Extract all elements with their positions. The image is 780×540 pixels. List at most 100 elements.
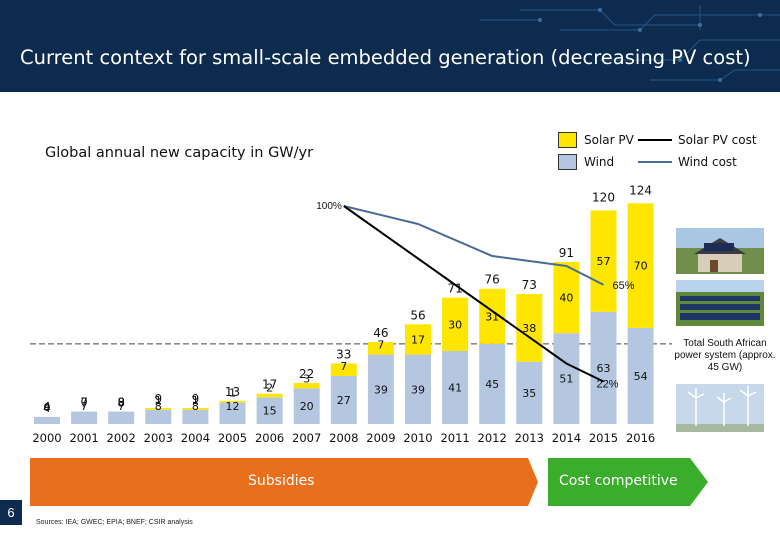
solar-cost-end-label: 22% [596, 379, 618, 391]
solar-cost-swatch [638, 139, 672, 141]
solar-label-2009: 7 [377, 339, 384, 352]
legend-item-wind: Wind [558, 153, 634, 171]
x-tick-2009: 2009 [366, 431, 395, 445]
solar-cost-line [343, 205, 604, 383]
solar-label-2013: 38 [522, 322, 536, 335]
x-tick-2015: 2015 [589, 431, 618, 445]
bar-solar-2010 [405, 324, 431, 355]
wind-label-2006: 15 [263, 405, 277, 418]
bar-wind-2010 [405, 354, 431, 424]
wind-label-2007: 20 [300, 400, 314, 413]
solar-label-2005: 1 [229, 387, 236, 400]
bar-wind-2002 [108, 411, 135, 424]
bar-solar-2007 [293, 383, 320, 389]
house-with-solar-panels-icon [676, 228, 764, 274]
total-label-2016: 124 [629, 183, 652, 197]
bar-wind-2001 [71, 411, 98, 424]
wind-label-2016: 54 [634, 370, 648, 383]
solar-label-2002: 0 [118, 396, 125, 409]
wind-label-2008: 27 [337, 394, 351, 407]
solar-label-2014: 40 [559, 292, 573, 305]
solar-swatch [558, 132, 577, 148]
bar-solar-2014 [553, 262, 580, 334]
bar-wind-2009 [367, 354, 394, 424]
wind-label-2001: 7 [81, 400, 88, 413]
page-title: Current context for small-scale embedded… [20, 46, 751, 69]
wind-swatch [558, 154, 577, 170]
bar-wind-2013 [516, 361, 543, 424]
subsidies-label: Subsidies [248, 473, 315, 489]
x-tick-2010: 2010 [403, 431, 432, 445]
solar-label-2008: 7 [340, 360, 347, 373]
bar-solar-2008 [330, 363, 357, 376]
bar-wind-2014 [553, 333, 580, 424]
bar-solar-2013 [516, 294, 543, 362]
solar-label-2003: 1 [155, 394, 162, 407]
total-label-2006: 17 [262, 378, 277, 392]
legend-bars: Solar PV Wind [558, 131, 634, 175]
bar-wind-2004 [182, 409, 209, 424]
x-tick-2016: 2016 [626, 431, 655, 445]
total-label-2009: 46 [373, 326, 388, 340]
total-label-2013: 73 [522, 278, 537, 292]
bar-solar-2003 [145, 407, 172, 410]
total-label-2011: 71 [447, 282, 462, 296]
bar-wind-2016 [627, 327, 654, 424]
x-tick-2014: 2014 [552, 431, 581, 445]
x-tick-2000: 2000 [32, 431, 61, 445]
total-label-2015: 120 [592, 190, 615, 204]
solar-label-2004: 1 [192, 394, 199, 407]
header-banner: Current context for small-scale embedded… [0, 0, 780, 92]
wind-label-2012: 45 [485, 378, 499, 391]
total-label-2007: 22 [299, 367, 314, 381]
solar-cost-start-label: 100% [316, 201, 342, 212]
solar-label-2012: 31 [485, 310, 499, 323]
south-africa-note: Total South African power system (approx… [674, 338, 776, 373]
page-number: 6 [0, 500, 22, 525]
bar-wind-2003 [145, 409, 172, 424]
bar-solar-2004 [182, 407, 209, 410]
bar-wind-2015 [590, 311, 617, 424]
x-tick-2006: 2006 [255, 431, 284, 445]
total-label-2005: 13 [225, 385, 240, 399]
chart-subtitle: Global annual new capacity in GW/yr [45, 145, 314, 161]
wind-label-2015: 63 [597, 362, 611, 375]
x-tick-2013: 2013 [515, 431, 544, 445]
wind-turbines-icon [676, 384, 764, 432]
legend-lines: Solar PV cost Wind cost [638, 131, 757, 175]
solar-label-2010: 17 [411, 333, 425, 346]
total-label-2010: 56 [410, 308, 425, 322]
wind-label-2002: 7 [118, 400, 125, 413]
subsidies-arrow [30, 458, 538, 506]
legend-solar-cost-label: Solar PV cost [678, 133, 757, 147]
solar-label-2015: 57 [597, 255, 611, 268]
x-tick-2002: 2002 [107, 431, 136, 445]
solar-label-2011: 30 [448, 318, 462, 331]
legend-item-wind-cost: Wind cost [638, 153, 757, 171]
x-tick-2011: 2011 [440, 431, 469, 445]
legend-wind-label: Wind [584, 155, 615, 169]
cost-competitive-arrow [548, 458, 708, 506]
cost-competitive-label: Cost competitive [559, 473, 678, 489]
total-label-2012: 76 [485, 273, 500, 287]
x-tick-2007: 2007 [292, 431, 321, 445]
total-label-2008: 33 [336, 347, 351, 361]
solar-label-2007: 3 [303, 372, 310, 385]
bar-solar-2005 [219, 400, 246, 403]
total-label-2003: 9 [154, 392, 162, 406]
sources-note: Sources: IEA; GWEC; EPIA; BNEF; CSIR ana… [36, 519, 193, 526]
total-label-2001: 7 [80, 396, 88, 410]
solar-label-2016: 70 [634, 260, 648, 273]
solar-label-2006: 2 [266, 381, 273, 394]
wind-cost-swatch [638, 161, 672, 163]
total-label-2002: 8 [117, 396, 125, 410]
bar-solar-2016 [627, 203, 654, 328]
bar-wind-2007 [293, 388, 320, 424]
wind-label-2011: 41 [448, 382, 462, 395]
bar-wind-2008 [330, 375, 357, 424]
wind-label-2009: 39 [374, 383, 388, 396]
bar-solar-2011 [442, 297, 469, 352]
wind-label-2003: 8 [155, 400, 162, 413]
wind-label-2010: 39 [411, 383, 425, 396]
